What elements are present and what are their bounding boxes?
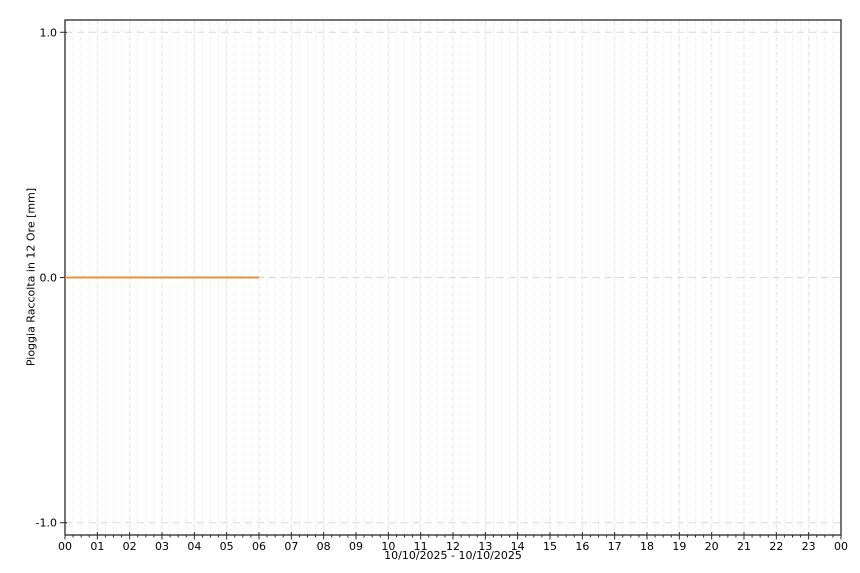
- x-tick-label: 15: [543, 540, 557, 553]
- y-tick-label: -1.0: [36, 517, 57, 530]
- x-tick-label: 16: [575, 540, 589, 553]
- x-tick-label: 21: [737, 540, 751, 553]
- x-tick-label: 17: [608, 540, 622, 553]
- x-tick-label: 05: [220, 540, 234, 553]
- x-tick-label: 10: [381, 540, 395, 553]
- x-tick-label: 07: [284, 540, 298, 553]
- x-tick-label: 02: [123, 540, 137, 553]
- x-tick-label: 09: [349, 540, 363, 553]
- x-tick-label: 19: [672, 540, 686, 553]
- y-axis-title: Pioggia Raccolta in 12 Ore [mm]: [24, 187, 38, 367]
- x-axis-date-range-label: 10/10/2025 - 10/10/2025: [384, 549, 522, 562]
- x-tick-label: 20: [705, 540, 719, 553]
- y-tick-label: 1.0: [40, 26, 58, 39]
- y-tick-label: 0.0: [40, 272, 58, 285]
- x-tick-label: 18: [640, 540, 654, 553]
- x-tick-label: 01: [90, 540, 104, 553]
- x-tick-label: 00: [834, 540, 848, 553]
- x-tick-label: 06: [252, 540, 266, 553]
- x-tick-label: 12: [446, 540, 460, 553]
- x-tick-label: 03: [155, 540, 169, 553]
- x-tick-label: 14: [511, 540, 525, 553]
- x-tick-label: 23: [802, 540, 816, 553]
- x-tick-label: 13: [478, 540, 492, 553]
- x-tick-label: 04: [187, 540, 201, 553]
- x-tick-label: 08: [317, 540, 331, 553]
- x-tick-label: 22: [769, 540, 783, 553]
- x-tick-label: 00: [58, 540, 72, 553]
- x-tick-label: 11: [414, 540, 428, 553]
